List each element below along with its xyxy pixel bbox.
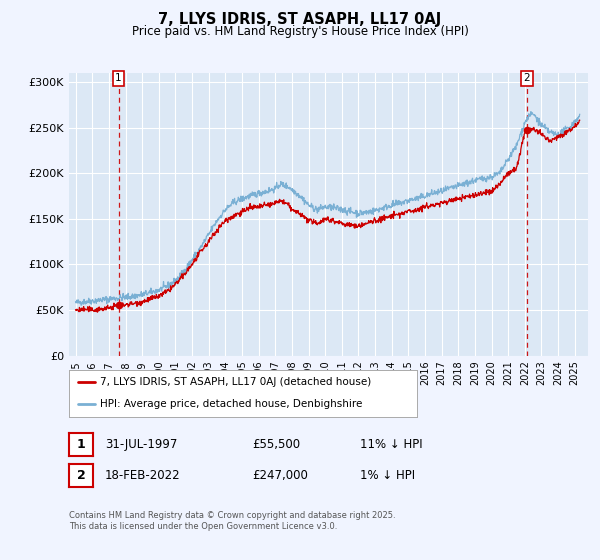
- Text: 7, LLYS IDRIS, ST ASAPH, LL17 0AJ (detached house): 7, LLYS IDRIS, ST ASAPH, LL17 0AJ (detac…: [100, 377, 371, 388]
- Point: [114, 301, 124, 310]
- Text: 1% ↓ HPI: 1% ↓ HPI: [360, 469, 415, 482]
- Text: 2: 2: [524, 73, 530, 83]
- Text: 31-JUL-1997: 31-JUL-1997: [105, 438, 178, 451]
- Point: [522, 126, 532, 135]
- Text: HPI: Average price, detached house, Denbighshire: HPI: Average price, detached house, Denb…: [100, 399, 362, 409]
- Text: Contains HM Land Registry data © Crown copyright and database right 2025.
This d: Contains HM Land Registry data © Crown c…: [69, 511, 395, 531]
- Text: £55,500: £55,500: [252, 438, 300, 451]
- Text: 7, LLYS IDRIS, ST ASAPH, LL17 0AJ: 7, LLYS IDRIS, ST ASAPH, LL17 0AJ: [158, 12, 442, 27]
- Text: 18-FEB-2022: 18-FEB-2022: [105, 469, 181, 482]
- Text: 11% ↓ HPI: 11% ↓ HPI: [360, 438, 422, 451]
- Text: £247,000: £247,000: [252, 469, 308, 482]
- Text: 2: 2: [77, 469, 85, 482]
- Text: 1: 1: [115, 73, 122, 83]
- Text: 1: 1: [77, 438, 85, 451]
- Text: Price paid vs. HM Land Registry's House Price Index (HPI): Price paid vs. HM Land Registry's House …: [131, 25, 469, 38]
